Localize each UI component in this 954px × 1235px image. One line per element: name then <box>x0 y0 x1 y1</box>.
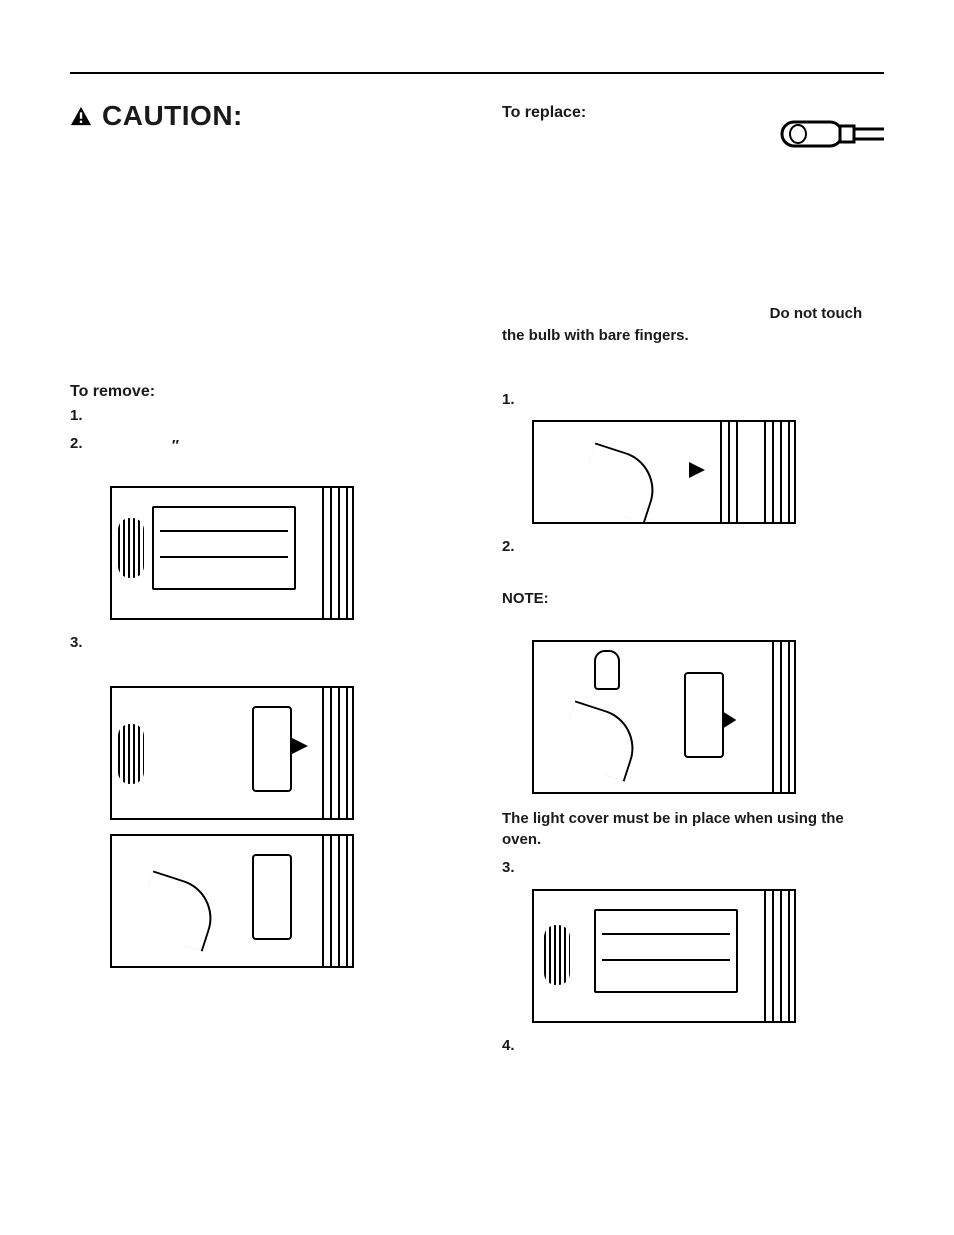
replace-step-2: 2. Replace the light cover. <box>502 538 884 560</box>
right-column: To replace: Use a new 130-volt halogen b… <box>502 98 884 1178</box>
remove-step-2: 2. Using a 1/4″ nut driver, remove the s… <box>70 435 452 479</box>
caution-body: Before replacing your oven light bulb, d… <box>70 146 452 233</box>
warning-triangle-icon <box>70 105 92 127</box>
page: CAUTION: Before replacing your oven ligh… <box>0 0 954 1235</box>
figure-replace-cover <box>532 640 796 794</box>
step-number: 1. <box>70 407 88 429</box>
to-remove-heading: To remove: <box>70 383 452 401</box>
step-text: Replace the shelf support and oven door. <box>528 859 802 881</box>
note-line: NOTE: Align the tabs in the cover with t… <box>502 588 884 632</box>
left-column: CAUTION: Before replacing your oven ligh… <box>70 98 452 1178</box>
step-text: Push the bulb straight into the receptac… <box>528 391 804 413</box>
remove-step-3: 3. Remove the light cover by pulling bac… <box>70 634 452 678</box>
step-number: 2. <box>70 435 88 479</box>
step-text: Remove the oven door, if desired. <box>96 407 320 429</box>
note-label: NOTE: <box>502 590 549 607</box>
horizontal-rule <box>70 72 884 74</box>
step-text: Using a 1/4″ nut driver, remove the shel… <box>96 435 452 479</box>
bulb-handling-note: Using a clean, dry cloth, insert the new… <box>502 282 884 369</box>
figure-light-cover-remove <box>110 686 354 820</box>
figure-insert-bulb <box>532 420 796 524</box>
caution-heading-row: CAUTION: <box>70 100 452 132</box>
step-text: Replace the light cover. <box>528 538 684 560</box>
halogen-bulb-icon <box>780 114 890 154</box>
step-number: 1. <box>502 391 520 413</box>
step-number: 4. <box>502 1037 520 1059</box>
replace-step-1: 1. Push the bulb straight into the recep… <box>502 391 884 413</box>
caution-title: CAUTION: <box>102 100 243 132</box>
replace-step-3: 3. Replace the shelf support and oven do… <box>502 859 884 881</box>
figure-shelf-support <box>110 486 354 620</box>
two-column-layout: CAUTION: Before replacing your oven ligh… <box>70 98 884 1178</box>
figure-replace-shelf <box>532 889 796 1023</box>
step-number: 3. <box>70 634 88 678</box>
step-text: Remove the light cover by pulling back a… <box>96 634 452 678</box>
replace-step-4: 4. Reconnect electrical power to the ove… <box>502 1037 884 1059</box>
step-number: 3. <box>502 859 520 881</box>
step-number: 2. <box>502 538 520 560</box>
figure-bulb-remove <box>110 834 354 968</box>
step-text: Reconnect electrical power to the oven. <box>528 1037 791 1059</box>
remove-step-1: 1. Remove the oven door, if desired. <box>70 407 452 429</box>
light-cover-warning: The light cover must be in place when us… <box>502 808 884 852</box>
